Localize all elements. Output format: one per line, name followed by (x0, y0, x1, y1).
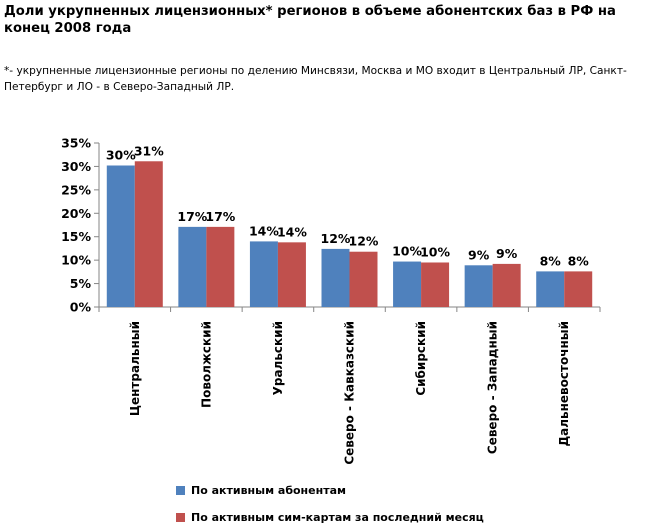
data-label-series2: 10% (420, 244, 450, 259)
data-label-series1: 30% (106, 147, 136, 162)
bar-series2 (421, 262, 450, 307)
bar-series2 (564, 271, 593, 307)
bar-series1 (536, 271, 565, 307)
x-category-label: Сибирский (414, 321, 428, 396)
legend: По активным абонентам (176, 484, 346, 497)
x-category-label: Уральский (271, 321, 285, 395)
footnote: *- укрупненные лицензионные регионы по д… (4, 65, 627, 93)
y-tick-label: 0% (70, 300, 92, 315)
bar-series1 (321, 248, 350, 307)
data-label-series2: 14% (277, 224, 307, 239)
legend-item-series2: По активным сим-картам за последний меся… (176, 511, 484, 524)
y-tick-label: 15% (61, 229, 91, 244)
legend-label-series1: По активным абонентам (191, 484, 347, 497)
y-tick-label: 5% (70, 276, 92, 291)
legend-item-series1: По активным абонентам (176, 484, 346, 497)
bar-series2 (134, 161, 163, 307)
legend-label-series2: По активным сим-картам за последний меся… (191, 511, 484, 524)
y-tick-label: 35% (61, 136, 91, 151)
legend-swatch-series2 (176, 513, 185, 522)
x-category-label: Центральный (128, 321, 142, 416)
data-label-series2: 12% (349, 234, 379, 249)
bar-series2 (277, 242, 306, 307)
data-label-series1: 8% (540, 253, 562, 268)
bar-series2 (492, 263, 521, 307)
data-label-series2: 8% (568, 253, 590, 268)
bar-series1 (249, 241, 278, 307)
y-tick-label: 20% (61, 206, 91, 221)
data-label-series1: 10% (392, 244, 422, 259)
data-label-series1: 17% (177, 209, 207, 224)
bar-series1 (106, 165, 135, 307)
data-label-series1: 14% (249, 223, 279, 238)
data-label-series1: 12% (321, 231, 351, 246)
x-category-label: Дальневосточный (557, 321, 571, 447)
x-category-label: Северо - Кавказский (343, 321, 357, 465)
legend-swatch-series1 (176, 486, 185, 495)
bar-series1 (393, 261, 422, 307)
data-label-series2: 17% (205, 209, 235, 224)
data-label-series1: 9% (468, 247, 490, 262)
y-tick-label: 30% (61, 159, 91, 174)
data-label-series2: 9% (496, 246, 518, 261)
y-tick-label: 10% (61, 253, 91, 268)
bar-series2 (349, 251, 378, 307)
bar-series2 (206, 226, 235, 307)
legend-2: По активным сим-картам за последний меся… (176, 511, 484, 524)
y-tick-label: 25% (61, 182, 91, 197)
x-category-label: Поволжский (199, 321, 213, 408)
x-category-label: Северо - Западный (486, 321, 500, 454)
bar-series1 (464, 265, 493, 307)
chart-title: Доли укрупненных лицензионных* регионов … (4, 4, 616, 36)
data-label-series2: 31% (134, 143, 164, 158)
bar-series1 (178, 226, 207, 307)
